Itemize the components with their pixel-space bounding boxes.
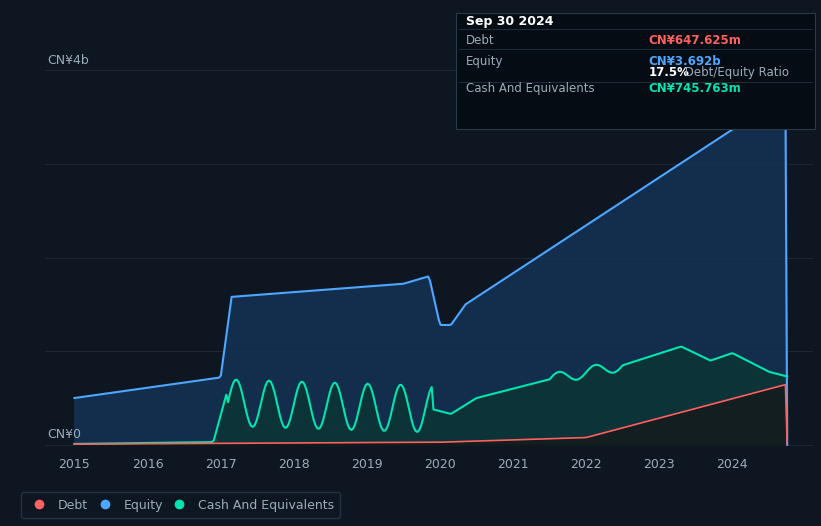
Text: Debt/Equity Ratio: Debt/Equity Ratio [681,66,790,79]
Text: CN¥745.763m: CN¥745.763m [649,82,741,95]
Text: Sep 30 2024: Sep 30 2024 [466,15,554,28]
Text: Equity: Equity [466,55,504,68]
Legend: Debt, Equity, Cash And Equivalents: Debt, Equity, Cash And Equivalents [21,492,340,518]
Text: CN¥4b: CN¥4b [48,54,89,67]
Text: Cash And Equivalents: Cash And Equivalents [466,82,595,95]
Text: CN¥647.625m: CN¥647.625m [649,34,741,47]
Text: CN¥3.692b: CN¥3.692b [649,55,721,68]
Text: CN¥0: CN¥0 [48,428,81,441]
Text: 17.5%: 17.5% [649,66,690,79]
Text: Debt: Debt [466,34,495,47]
